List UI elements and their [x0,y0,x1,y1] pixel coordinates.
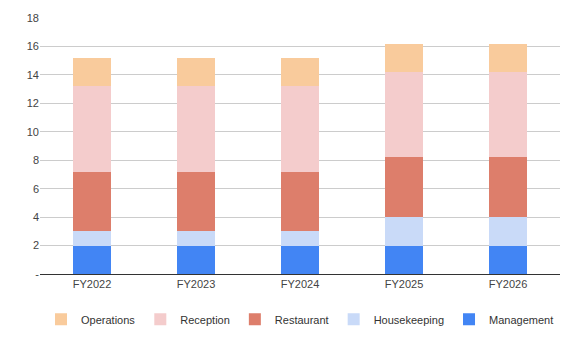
svg-text:12: 12 [27,97,39,109]
svg-text:-: - [35,268,39,280]
svg-text:4: 4 [33,211,39,223]
svg-text:FY2025: FY2025 [385,278,424,290]
svg-text:FY2023: FY2023 [177,278,216,290]
svg-text:10: 10 [27,126,39,138]
svg-text:Restaurant: Restaurant [275,314,329,326]
svg-text:Housekeeping: Housekeeping [374,314,444,326]
svg-text:16: 16 [27,40,39,52]
svg-text:Reception: Reception [180,314,230,326]
svg-text:2: 2 [33,239,39,251]
svg-text:18: 18 [27,12,39,24]
svg-text:FY2026: FY2026 [489,278,528,290]
svg-text:Management: Management [489,314,553,326]
svg-text:8: 8 [33,154,39,166]
svg-text:14: 14 [27,69,39,81]
svg-text:Operations: Operations [81,314,135,326]
svg-text:6: 6 [33,183,39,195]
svg-text:FY2022: FY2022 [73,278,112,290]
svg-text:FY2024: FY2024 [281,278,320,290]
